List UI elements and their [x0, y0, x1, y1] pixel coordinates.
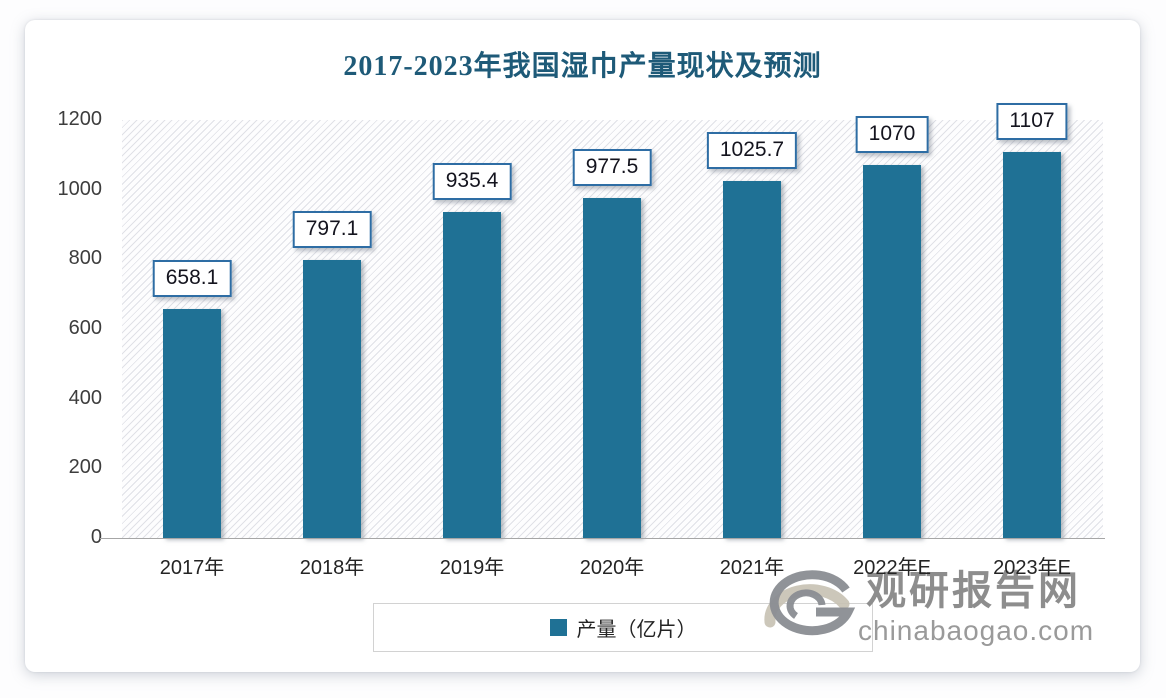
x-tick-label-2022年E: 2022年E: [853, 557, 931, 579]
y-tick-label: 200: [68, 456, 102, 479]
swirl-logo-icon: [764, 570, 856, 636]
x-tick-label-2021年: 2021年: [719, 557, 785, 579]
bar-2023年E: [1003, 152, 1061, 538]
x-tick-label-2017年: 2017年: [159, 557, 225, 579]
y-tick-label: 400: [68, 386, 102, 409]
watermark-site-name: 观研报告网: [866, 569, 1081, 613]
x-axis-line: [100, 538, 1105, 539]
y-tick-label: 600: [68, 317, 102, 339]
value-label-2019年: 935.4: [432, 163, 512, 200]
bar-2022年E: [863, 165, 921, 538]
value-label-2022年E: 1070: [855, 116, 929, 153]
y-tick-label: 0: [90, 526, 102, 548]
x-tick-label-2018年: 2018年: [299, 557, 365, 579]
value-label-2020年: 977.5: [572, 149, 652, 186]
watermark-site-url: chinabaogao.com: [858, 615, 1095, 646]
bar-2019年: [443, 212, 501, 538]
y-tick-label: 800: [68, 247, 102, 270]
x-tick-label-2020年: 2020年: [579, 557, 645, 579]
bar-2018年: [303, 260, 361, 538]
value-label-2021年: 1025.7: [706, 132, 798, 169]
chart-title: 2017-2023年我国湿巾产量现状及预测: [343, 51, 822, 82]
bar-2017年: [163, 309, 221, 538]
bar-2020年: [583, 198, 641, 538]
bar-2021年: [723, 181, 781, 538]
y-tick-label: 1200: [57, 108, 103, 130]
y-tick-label: 1000: [57, 177, 103, 200]
value-label-2023年E: 1107: [996, 103, 1068, 140]
x-tick-label-2019年: 2019年: [439, 557, 505, 579]
legend-swatch-production: [549, 619, 567, 636]
legend-label-production: 产量（亿片）: [576, 619, 697, 641]
value-label-2017年: 658.1: [152, 260, 232, 297]
x-tick-label-2023年E: 2023年E: [993, 557, 1071, 579]
value-label-2018年: 797.1: [292, 211, 372, 248]
